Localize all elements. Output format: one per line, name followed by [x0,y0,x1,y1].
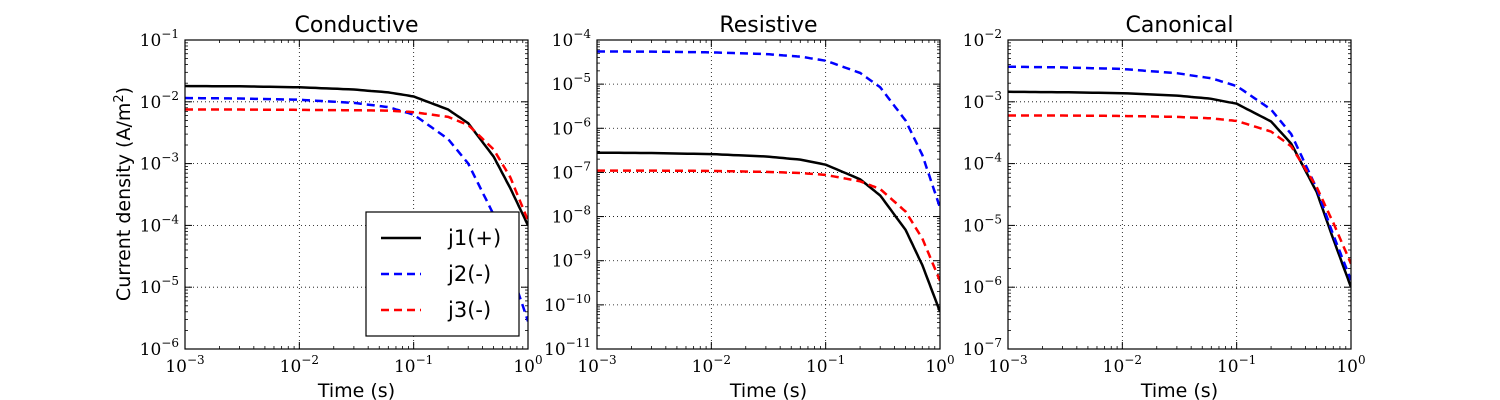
y-tick-label: 10−1 [140,27,179,51]
y-tick-label: 10−10 [544,292,591,316]
legend-label: j2(-) [447,262,491,286]
series-line-j1(+) [185,84,528,226]
panel-canonical: 10−3 10−2 10−1 100 10−7 10−6 10−5 10−4 10−3 10−2 C… [963,13,1366,400]
x-tick-label: 100 [1336,353,1365,377]
panel-resistive: 10−3 10−2 10−1 100 10−11 10−10 10−9 10−8 10−7 10−… [544,13,955,400]
series-line-j3(-) [185,108,528,221]
y-tick-label: 10−6 [552,115,591,139]
y-tick-label: 10−4 [552,27,592,51]
y-tick-label: 10−4 [140,212,180,236]
x-tick-label: 10−2 [692,353,731,377]
x-tick-label: 10−3 [165,353,204,377]
y-tick-label: 10−9 [552,248,591,272]
series-line-j1(+) [597,151,940,313]
y-tick-label: 10−5 [140,274,179,298]
y-tick-label: 10−5 [963,212,1002,236]
x-axis-label: Time (s) [317,380,395,400]
x-tick-label: 10−2 [1103,353,1142,377]
y-tick-label: 10−5 [552,71,591,95]
x-tick-label: 10−3 [577,353,616,377]
x-tick-label: 10−1 [1217,353,1256,377]
panel-title: Conductive [294,13,418,38]
x-tick-label: 10−1 [394,353,433,377]
series-line-j1(+) [1008,90,1351,288]
plot-frame [184,39,529,350]
y-tick-label: 10−2 [963,27,1002,51]
y-tick-label: 10−6 [963,274,1002,298]
y-tick-label: 10−3 [140,151,179,175]
legend-label: j3(-) [447,298,491,322]
legend-box [365,211,520,337]
panel-title: Canonical [1126,13,1234,38]
x-tick-label: 100 [925,353,954,377]
legend: j1(+) j2(-) j3(-) [365,211,520,337]
x-axis-label: Time (s) [729,380,807,400]
x-tick-label: 10−3 [988,353,1027,377]
panel-conductive: 10−3 10−2 10−1 100 10−6 10−5 10−4 10−3 10−2 10−1 C… [140,13,543,400]
y-axis-label: Current density (A/m2) [112,87,135,301]
legend-label: j1(+) [447,226,501,250]
y-tick-label: 10−7 [552,159,591,183]
y-tick-label: 10−6 [140,336,179,360]
plot-frame [596,39,941,350]
series-line-j3(-) [1008,114,1351,265]
panel-title: Resistive [719,13,817,38]
y-tick-label: 10−3 [963,89,1002,113]
x-tick-label: 10−2 [280,353,319,377]
plot-frame [1007,39,1352,350]
x-axis-label: Time (s) [1140,380,1218,400]
y-tick-label: 10−11 [544,336,591,360]
series-line-j2(-) [1008,65,1351,281]
y-tick-label: 10−4 [963,151,1003,175]
y-tick-label: 10−2 [140,89,179,113]
series-line-j3(-) [597,169,940,282]
x-tick-label: 10−1 [806,353,845,377]
series-line-j2(-) [597,50,940,209]
x-tick-label: 100 [513,353,542,377]
y-tick-label: 10−7 [963,336,1002,360]
y-tick-label: 10−8 [552,204,591,228]
